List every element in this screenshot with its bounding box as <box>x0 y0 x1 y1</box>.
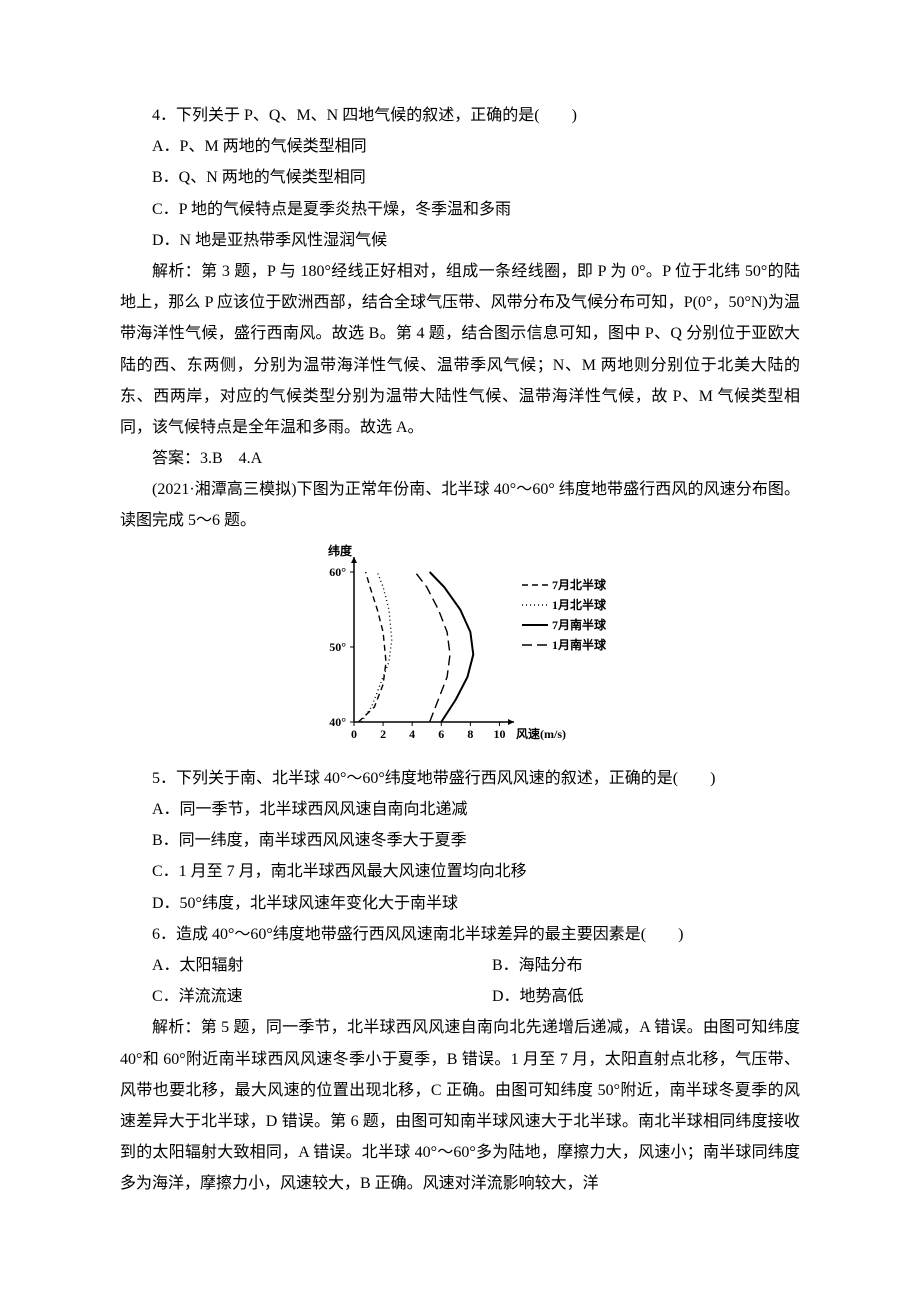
wind-speed-chart: 0 2 4 6 8 10 40° 50° 60° 纬度风速(m/s) 7月北半球 1月北半球 7月南半球… <box>310 543 610 759</box>
q6-option-b: B．海陆分布 <box>460 950 583 981</box>
q5-stem: 5．下列关于南、北半球 40°～60°纬度地带盛行西风风速的叙述，正确的是( ) <box>120 763 800 794</box>
q4-stem: 4．下列关于 P、Q、M、N 四地气候的叙述，正确的是( ) <box>120 100 800 131</box>
svg-text:7月北半球: 7月北半球 <box>552 577 607 592</box>
q4-option-c: C．P 地的气候特点是夏季炎热干燥，冬季温和多雨 <box>120 194 800 225</box>
q6-row-cd: C．洋流流速 D．地势高低 <box>120 981 800 1012</box>
q4-option-a: A．P、M 两地的气候类型相同 <box>120 131 800 162</box>
svg-text:4: 4 <box>409 727 415 741</box>
svg-text:8: 8 <box>467 727 473 741</box>
svg-text:50°: 50° <box>329 640 346 654</box>
q5-option-a: A．同一季节，北半球西风风速自南向北递减 <box>120 794 800 825</box>
svg-text:10: 10 <box>493 727 505 741</box>
svg-text:2: 2 <box>380 727 386 741</box>
q3-4-answer: 答案：3.B 4.A <box>120 443 800 474</box>
q4-option-b: B．Q、N 两地的气候类型相同 <box>120 162 800 193</box>
q4-option-d: D．N 地是亚热带季风性湿润气候 <box>120 225 800 256</box>
svg-text:6: 6 <box>438 727 444 741</box>
q5-option-b: B．同一纬度，南半球西风风速冬季大于夏季 <box>120 825 800 856</box>
wind-speed-chart-container: 0 2 4 6 8 10 40° 50° 60° 纬度风速(m/s) 7月北半球 1月北半球 7月南半球… <box>120 543 800 759</box>
q5-option-c: C．1 月至 7 月，南北半球西风最大风速位置均向北移 <box>120 856 800 887</box>
svg-text:风速(m/s): 风速(m/s) <box>516 726 566 741</box>
q5-6-explanation: 解析：第 5 题，同一季节，北半球西风风速自南向北先递增后递减，A 错误。由图可… <box>120 1012 800 1199</box>
q6-option-a: A．太阳辐射 <box>120 950 460 981</box>
q6-row-ab: A．太阳辐射 B．海陆分布 <box>120 950 800 981</box>
svg-text:40°: 40° <box>329 715 346 729</box>
svg-text:1月南半球: 1月南半球 <box>552 637 607 652</box>
svg-text:60°: 60° <box>329 565 346 579</box>
q3-4-explanation: 解析：第 3 题，P 与 180°经线正好相对，组成一条经线圈，即 P 为 0°… <box>120 256 800 443</box>
q5-6-intro: (2021·湘潭高三模拟)下图为正常年份南、北半球 40°～60° 纬度地带盛行… <box>120 474 800 536</box>
q6-stem: 6．造成 40°～60°纬度地带盛行西风风速南北半球差异的最主要因素是( ) <box>120 919 800 950</box>
q6-option-d: D．地势高低 <box>460 981 584 1012</box>
q6-option-c: C．洋流流速 <box>120 981 460 1012</box>
svg-text:纬度: 纬度 <box>328 543 353 558</box>
svg-text:0: 0 <box>351 727 357 741</box>
svg-text:1月北半球: 1月北半球 <box>552 597 607 612</box>
document-page: 4．下列关于 P、Q、M、N 四地气候的叙述，正确的是( ) A．P、M 两地的… <box>0 0 920 1302</box>
q5-option-d: D．50°纬度，北半球风速年变化大于南半球 <box>120 888 800 919</box>
svg-text:7月南半球: 7月南半球 <box>552 617 607 632</box>
